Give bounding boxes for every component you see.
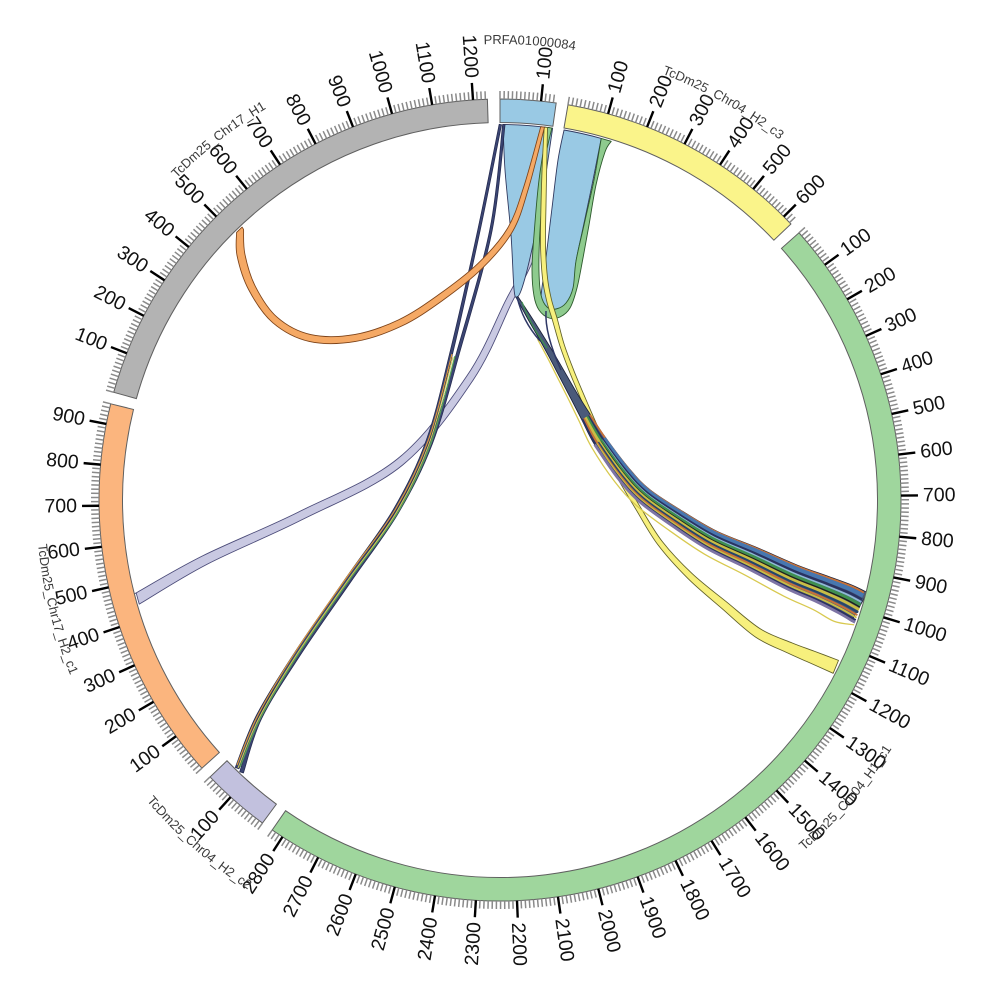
svg-text:100: 100: [532, 46, 557, 81]
svg-text:800: 800: [45, 449, 80, 474]
svg-text:700: 700: [44, 495, 77, 517]
svg-text:700: 700: [923, 484, 956, 506]
svg-text:1200: 1200: [458, 34, 483, 79]
svg-text:600: 600: [919, 437, 954, 463]
svg-text:800: 800: [920, 528, 955, 553]
svg-text:2200: 2200: [507, 922, 531, 966]
svg-text:2300: 2300: [461, 921, 486, 966]
